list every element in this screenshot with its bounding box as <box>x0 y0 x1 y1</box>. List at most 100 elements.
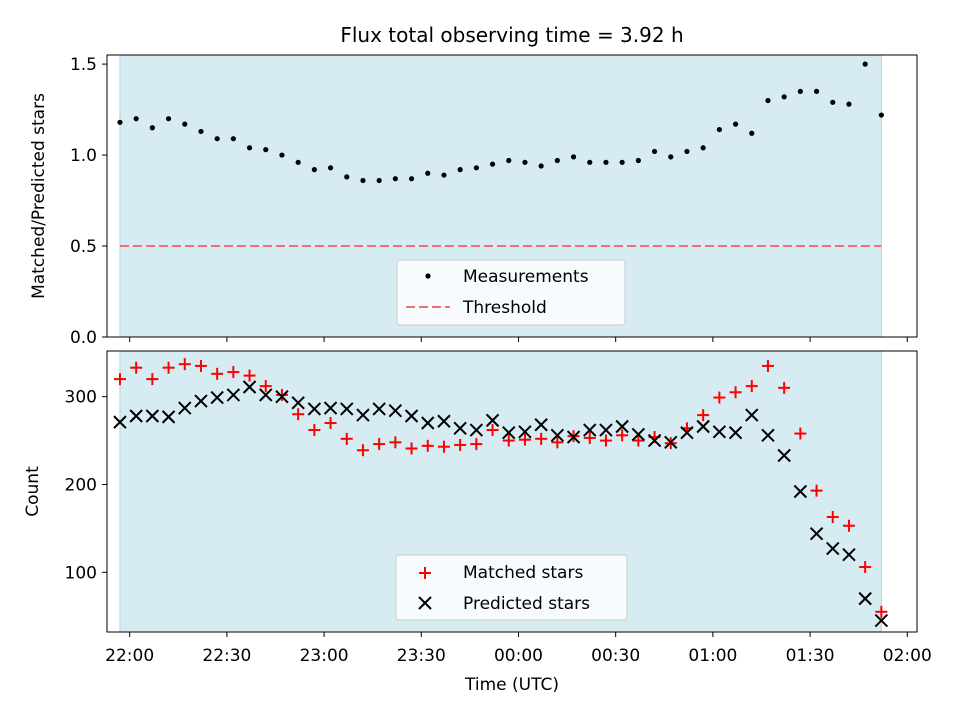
measurement-point <box>457 167 463 173</box>
matched-star-point <box>194 359 207 372</box>
predicted-star-point <box>631 427 646 442</box>
measurement-point <box>392 176 398 182</box>
predicted-star-point <box>113 415 127 429</box>
measurement-point <box>813 88 820 94</box>
predicted-star-point <box>858 591 872 606</box>
measurement-point <box>716 126 722 133</box>
measurement-point <box>797 88 803 94</box>
measurement-point <box>279 152 285 158</box>
legend-label-measurements: Measurements <box>463 267 589 287</box>
matched-star-point <box>259 380 272 393</box>
x-tick-label: 23:30 <box>397 646 446 666</box>
matched-star-point <box>227 366 240 379</box>
matched-star-point <box>292 408 305 421</box>
measurement-point <box>344 174 350 180</box>
measurement-point <box>198 128 204 135</box>
predicted-star-point <box>745 408 759 422</box>
legend-plus-icon <box>419 567 431 579</box>
figure-title: Flux total observing time = 3.92 h <box>340 23 683 47</box>
matched-star-point <box>340 432 353 445</box>
measurement-point <box>619 159 625 165</box>
y-tick-label: 1.0 <box>70 146 97 166</box>
matched-star-point <box>794 427 807 440</box>
y-tick-label: 200 <box>65 475 97 495</box>
matched-star-point <box>810 484 823 497</box>
x-tick-label: 23:00 <box>300 646 349 666</box>
measurement-point <box>700 145 706 151</box>
matched-star-point <box>162 361 175 374</box>
predicted-star-point <box>761 428 775 443</box>
ratio-panel: 0.0 0.5 1.0 1.5 Matched/Predicted stars Mea… <box>29 54 918 348</box>
predicted-star-point <box>550 428 565 443</box>
x-tick-label: 22:00 <box>105 646 154 666</box>
matched-star-point <box>616 429 629 442</box>
predicted-star-point <box>534 418 548 432</box>
predicted-star-point <box>826 541 840 556</box>
predicted-star-point <box>129 409 143 423</box>
predicted-star-point <box>145 409 160 423</box>
matched-star-point <box>518 433 531 446</box>
matched-star-point <box>130 361 143 374</box>
matched-star-point <box>275 388 288 401</box>
matched-star-point <box>356 444 369 457</box>
predicted-star-point <box>809 526 824 541</box>
measurement-point <box>651 148 658 155</box>
legend-x-icon <box>418 596 432 610</box>
measurement-point <box>538 163 544 169</box>
legend-box <box>396 259 626 326</box>
measurement-point <box>182 121 188 127</box>
matched-star-point <box>599 434 612 447</box>
matched-star-point <box>502 434 515 447</box>
measurement-point <box>878 112 884 118</box>
predicted-star-point <box>874 613 889 628</box>
y-tick-label: 300 <box>65 388 97 408</box>
predicted-star-point <box>275 389 289 404</box>
x-tick-label: 01:30 <box>786 646 835 666</box>
predicted-star-point <box>712 425 727 439</box>
matched-star-point <box>308 424 321 437</box>
measurement-point <box>668 154 674 160</box>
matched-star-point <box>875 605 888 618</box>
y-tick-label: 100 <box>65 563 97 583</box>
measurement-point <box>781 94 787 100</box>
measurement-point <box>732 121 739 127</box>
matched-star-point <box>859 561 872 574</box>
measurement-point <box>554 157 560 164</box>
predicted-star-point <box>615 419 629 434</box>
predicted-star-point <box>599 423 613 437</box>
y-axis-label: Count <box>23 466 43 517</box>
measurement-point <box>376 177 382 184</box>
legend-label-threshold: Threshold <box>462 298 547 318</box>
matched-star-point <box>713 391 726 404</box>
measurement-point <box>149 125 155 131</box>
predicted-star-point <box>178 401 192 415</box>
predicted-star-point <box>437 414 451 428</box>
measurement-point <box>360 177 366 184</box>
y-tick-label: 0.5 <box>70 237 97 257</box>
legend-dot-icon <box>425 273 431 279</box>
x-tick-label: 00:30 <box>591 646 640 666</box>
measurement-point <box>246 145 253 151</box>
matched-star-point <box>745 380 758 393</box>
matched-star-point <box>146 373 159 386</box>
predicted-star-point <box>259 388 273 402</box>
predicted-star-point <box>680 425 694 440</box>
matched-star-point <box>842 519 855 532</box>
measurement-point <box>862 61 868 67</box>
predicted-star-point <box>372 402 386 416</box>
matched-star-point <box>421 439 434 452</box>
predicted-star-point <box>194 394 208 408</box>
predicted-star-point <box>388 404 403 418</box>
matched-star-point <box>211 367 224 380</box>
matched-star-point <box>486 424 499 437</box>
predicted-star-point <box>842 548 856 562</box>
matched-star-point <box>632 434 645 447</box>
predicted-star-point <box>647 433 662 448</box>
matched-star-point <box>389 436 402 449</box>
measurement-point <box>830 99 836 105</box>
axes-frame <box>106 350 918 633</box>
y-tick-label: 0.0 <box>70 328 97 348</box>
predicted-star-point <box>696 419 710 434</box>
predicted-star-point <box>226 388 241 402</box>
matched-star-point <box>551 436 564 449</box>
